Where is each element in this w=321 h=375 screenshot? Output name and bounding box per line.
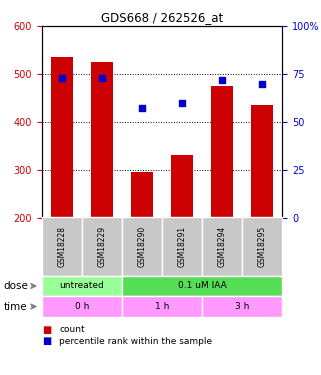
Bar xyxy=(211,86,233,218)
Text: GSM18229: GSM18229 xyxy=(97,226,107,267)
Point xyxy=(59,75,64,81)
Title: GDS668 / 262526_at: GDS668 / 262526_at xyxy=(101,11,223,24)
Point xyxy=(100,75,105,81)
Point xyxy=(140,105,145,111)
Text: percentile rank within the sample: percentile rank within the sample xyxy=(59,337,213,346)
Bar xyxy=(42,296,122,317)
Text: ■: ■ xyxy=(42,336,51,346)
Text: GSM18290: GSM18290 xyxy=(137,226,147,267)
Bar xyxy=(122,217,162,276)
Bar xyxy=(202,217,242,276)
Bar xyxy=(82,217,122,276)
Text: time: time xyxy=(3,302,27,312)
Text: GSM18291: GSM18291 xyxy=(178,226,187,267)
Bar xyxy=(42,217,82,276)
Point xyxy=(260,81,265,87)
Text: GSM18228: GSM18228 xyxy=(57,226,66,267)
Bar xyxy=(131,172,153,217)
Text: ■: ■ xyxy=(42,325,51,335)
Bar xyxy=(242,217,282,276)
Text: GSM18295: GSM18295 xyxy=(258,226,267,267)
Bar xyxy=(51,57,73,217)
Text: 3 h: 3 h xyxy=(235,302,249,311)
Text: dose: dose xyxy=(3,281,28,291)
Bar xyxy=(162,217,202,276)
Bar xyxy=(171,155,193,218)
Text: 0.1 uM IAA: 0.1 uM IAA xyxy=(178,281,227,290)
Bar xyxy=(202,296,282,317)
Point xyxy=(180,100,185,106)
Bar xyxy=(251,105,273,218)
Text: 1 h: 1 h xyxy=(155,302,169,311)
Text: count: count xyxy=(59,326,85,334)
Point xyxy=(220,77,225,83)
Text: untreated: untreated xyxy=(59,281,104,290)
Bar xyxy=(91,62,113,217)
Text: GSM18294: GSM18294 xyxy=(218,226,227,267)
Text: 0 h: 0 h xyxy=(75,302,89,311)
Bar xyxy=(122,296,202,317)
Bar xyxy=(122,276,282,296)
Bar xyxy=(42,276,122,296)
